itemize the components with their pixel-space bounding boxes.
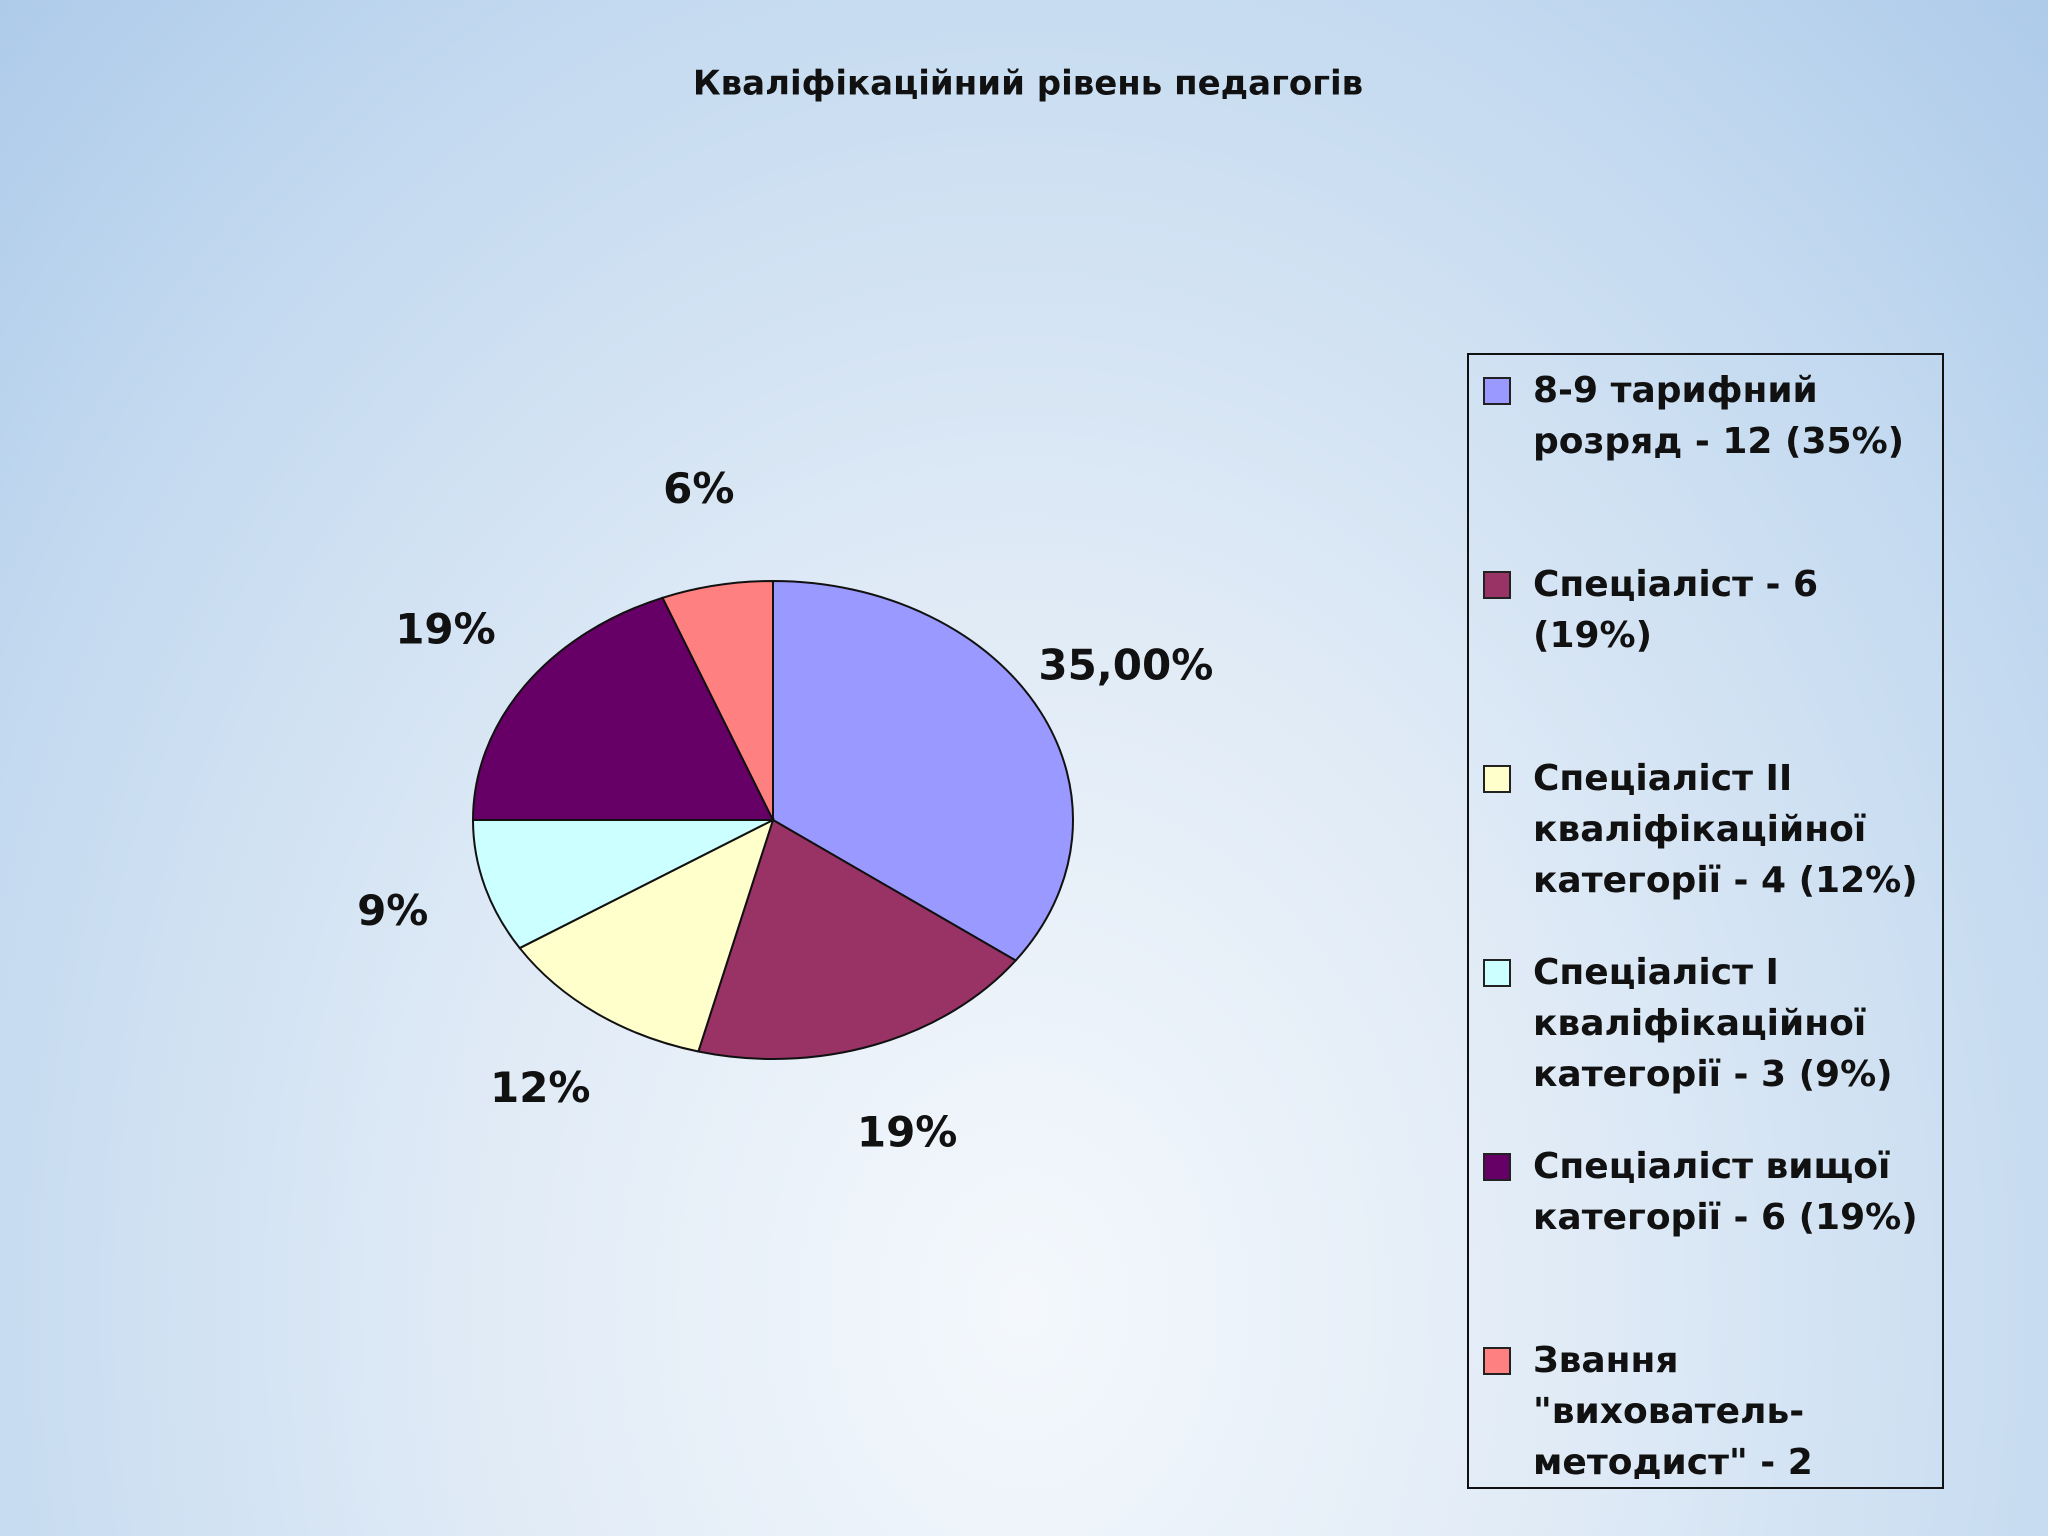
legend-swatch bbox=[1483, 1153, 1511, 1181]
legend-label: Спеціаліст вищої категорії - 6 (19%) bbox=[1533, 1146, 1918, 1238]
chart-title: Кваліфікаційний рівень педагогів bbox=[693, 64, 1363, 104]
pie-slice bbox=[661, 579, 774, 821]
data-label: 19% bbox=[857, 1107, 958, 1156]
legend: 8-9 тарифний розряд - 12 (35%) Спеціаліст… bbox=[1467, 353, 1944, 1489]
pie-slice bbox=[471, 819, 774, 950]
pie-slice bbox=[772, 579, 1074, 962]
legend-item: Спеціаліст вищої категорії - 6 (19%) bbox=[1483, 1141, 1934, 1335]
legend-item: Спеціаліст ІІ кваліфікаційної категорії … bbox=[1483, 753, 1934, 947]
legend-label: Спеціаліст - 6 (19%) bbox=[1533, 564, 1818, 656]
legend-swatch bbox=[1483, 959, 1511, 987]
legend-label: Спеціаліст ІІ кваліфікаційної категорії … bbox=[1533, 758, 1918, 901]
legend-item: Звання "вихователь-методист" - 2 bbox=[1483, 1335, 1934, 1529]
data-label: 35,00% bbox=[1038, 641, 1213, 690]
pie-slice bbox=[518, 818, 775, 1053]
data-label: 19% bbox=[395, 604, 496, 653]
legend-item: 8-9 тарифний розряд - 12 (35%) bbox=[1483, 365, 1934, 559]
data-label: 12% bbox=[490, 1063, 591, 1112]
legend-swatch bbox=[1483, 377, 1511, 405]
pie-slice bbox=[697, 818, 1018, 1060]
legend-item: Спеціаліст - 6 (19%) bbox=[1483, 559, 1934, 753]
legend-item: Спеціаліст І кваліфікаційної категорії -… bbox=[1483, 947, 1934, 1141]
legend-label: 8-9 тарифний розряд - 12 (35%) bbox=[1533, 370, 1905, 462]
legend-swatch bbox=[1483, 765, 1511, 793]
data-label: 6% bbox=[663, 464, 734, 513]
legend-label: Спеціаліст І кваліфікаційної категорії -… bbox=[1533, 952, 1893, 1095]
legend-swatch bbox=[1483, 571, 1511, 599]
legend-label: Звання "вихователь-методист" - 2 bbox=[1533, 1340, 1813, 1483]
pie-slice bbox=[471, 596, 775, 821]
legend-swatch bbox=[1483, 1347, 1511, 1375]
data-label: 9% bbox=[357, 886, 428, 935]
